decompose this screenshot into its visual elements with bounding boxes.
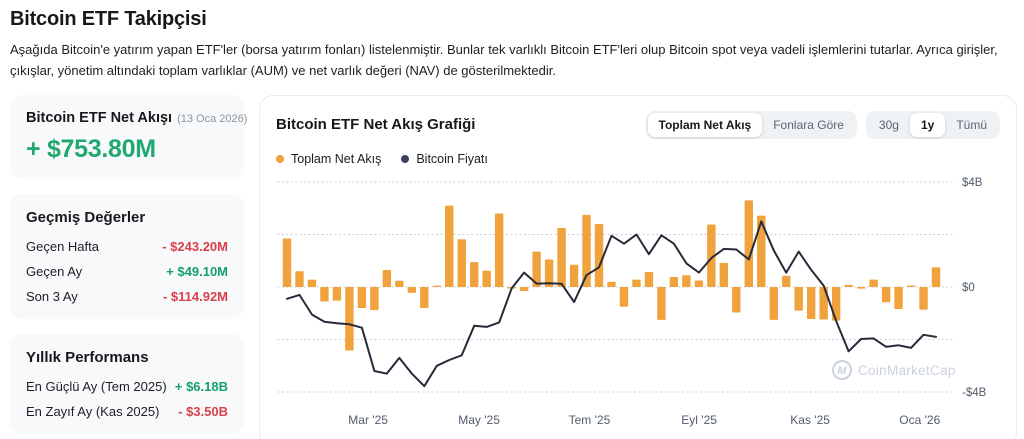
svg-text:$0: $0: [962, 282, 975, 294]
legend-label-btc-price: Bitcoin Fiyatı: [416, 151, 488, 166]
main-content: Bitcoin ETF Net Akışı (13 Oca 2026) + $7…: [10, 94, 1017, 439]
net-flow-chart-svg: $4B $0 -$4B Mar '25 May '25 Tem '25 Eyl '25 Kas…: [277, 177, 987, 427]
net-flow-card: Bitcoin ETF Net Akışı (13 Oca 2026) + $7…: [10, 94, 247, 179]
page-description: Aşağıda Bitcoin'e yatırım yapan ETF'ler …: [10, 42, 998, 78]
performance-card: Yıllık Performans En Güçlü Ay (Tem 2025)…: [10, 333, 244, 434]
history-row-value: - $243.20M: [162, 238, 228, 254]
svg-text:Tem '25: Tem '25: [569, 413, 611, 427]
history-row-month: Geçen Ay + $49.10M: [26, 264, 228, 279]
history-row-label: Geçen Hafta: [26, 238, 99, 254]
net-flow-card-header: Bitcoin ETF Net Akışı (13 Oca 2026): [26, 109, 247, 126]
btc-price-legend-dot-icon: [401, 154, 410, 163]
net-flow-bars: [282, 199, 941, 351]
chart-panel: Bitcoin ETF Net Akış Grafiği Toplam Net …: [259, 94, 1017, 439]
performance-card-title: Yıllık Performans: [26, 348, 149, 366]
legend-item-net-flow: Toplam Net Akış: [276, 152, 381, 166]
svg-text:Eyl '25: Eyl '25: [681, 413, 717, 427]
chart-canvas[interactable]: $4B $0 -$4B Mar '25 May '25 Tem '25 Eyl '25 Kas…: [276, 172, 1000, 434]
chart-legend: Toplam Net Akış Bitcoin Fiyatı: [276, 152, 1000, 166]
page-title: Bitcoin ETF Takipçisi: [10, 8, 207, 30]
history-row-label: Son 3 Ay: [26, 288, 78, 304]
history-row-3months: Son 3 Ay - $114.92M: [26, 289, 228, 304]
svg-text:Mar '25: Mar '25: [348, 413, 388, 427]
legend-item-btc-price: Bitcoin Fiyatı: [401, 152, 488, 166]
range-all-button[interactable]: Tümü: [945, 113, 998, 137]
svg-text:$4B: $4B: [962, 177, 983, 189]
performance-row-value: - $3.50B: [178, 403, 228, 419]
svg-text:CoinMarketCap: CoinMarketCap: [858, 363, 956, 378]
net-flow-card-title: Bitcoin ETF Net Akışı: [26, 109, 173, 126]
chart-title: Bitcoin ETF Net Akış Grafiği: [276, 116, 476, 134]
svg-text:M: M: [837, 365, 847, 377]
legend-label-net-flow: Toplam Net Akış: [291, 151, 382, 166]
performance-row-value: + $6.18B: [174, 378, 228, 394]
performance-row-weakest: En Zayıf Ay (Kas 2025) - $3.50B: [26, 404, 228, 419]
performance-row-label: En Güçlü Ay (Tem 2025): [26, 378, 167, 394]
history-row-label: Geçen Ay: [26, 263, 83, 279]
history-card: Geçmiş Değerler Geçen Hafta - $243.20M G…: [10, 193, 244, 319]
y-axis-labels: $4B $0 -$4B: [962, 177, 987, 399]
coinmarketcap-watermark: M CoinMarketCap: [832, 359, 956, 380]
summary-sidebar: Bitcoin ETF Net Akışı (13 Oca 2026) + $7…: [10, 94, 247, 439]
toggle-by-funds[interactable]: Fonlara Göre: [762, 113, 855, 137]
chart-header: Bitcoin ETF Net Akış Grafiği Toplam Net …: [276, 110, 1000, 139]
svg-text:-$4B: -$4B: [962, 387, 987, 399]
net-flow-value: + $753.80M: [26, 134, 156, 163]
range-30d-button[interactable]: 30g: [868, 113, 910, 137]
svg-text:May '25: May '25: [458, 413, 500, 427]
chart-controls: Toplam Net Akış Fonlara Göre 30g 1y Tümü: [645, 110, 1000, 139]
performance-row-strongest: En Güçlü Ay (Tem 2025) + $6.18B: [26, 379, 228, 394]
x-axis-labels: Mar '25 May '25 Tem '25 Eyl '25 Kas '25 Oca '…: [348, 413, 940, 427]
performance-row-label: En Zayıf Ay (Kas 2025): [26, 403, 160, 419]
svg-text:Oca '26: Oca '26: [899, 413, 940, 427]
history-card-title: Geçmiş Değerler: [26, 208, 146, 226]
view-toggle-group: Toplam Net Akış Fonlara Göre: [645, 110, 857, 139]
history-row-value: + $49.10M: [166, 263, 228, 279]
range-1y-button[interactable]: 1y: [909, 112, 946, 137]
history-row-week: Geçen Hafta - $243.20M: [26, 239, 228, 254]
svg-text:Kas '25: Kas '25: [790, 413, 830, 427]
net-flow-legend-dot-icon: [276, 154, 284, 163]
btc-price-line: [286, 219, 937, 387]
range-toggle-group: 30g 1y Tümü: [865, 110, 1000, 139]
toggle-total-net-flow[interactable]: Toplam Net Akış: [647, 112, 763, 137]
history-row-value: - $114.92M: [162, 288, 228, 304]
net-flow-card-date: (13 Oca 2026): [177, 112, 248, 125]
